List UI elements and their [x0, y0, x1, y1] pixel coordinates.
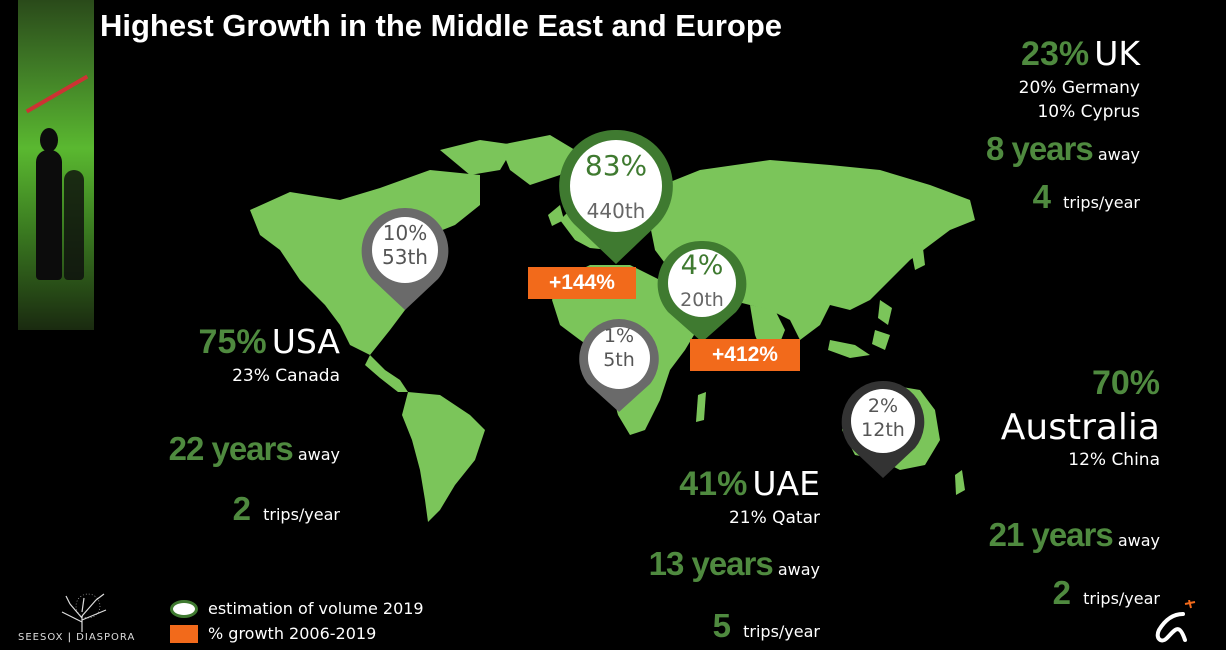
map-pin-icon	[579, 319, 659, 412]
legend-growth-icon	[170, 624, 198, 643]
uae-trips-label: trips/year	[743, 622, 820, 641]
usa-percent: 75%	[198, 323, 267, 361]
usa-pin-percent: 10%	[382, 221, 428, 245]
australia-percent: 70%	[1091, 364, 1160, 402]
legend-growth-label: % growth 2006-2019	[208, 624, 377, 643]
uae-name: UAE	[752, 464, 820, 503]
australia-trips: 2	[1052, 574, 1071, 611]
tree-icon	[61, 593, 107, 632]
uae-pin-percent: 4%	[680, 250, 724, 281]
australia-pin-percent: 2%	[867, 395, 899, 417]
uae-stats: 41% UAE 21% Qatar	[679, 464, 820, 528]
uk-pin-percent: 83%	[584, 149, 648, 182]
logo-left-text: SEESOX	[18, 632, 64, 643]
uk-map-pin: 83% 440th	[558, 128, 674, 268]
uk-years: 8 years	[985, 130, 1094, 167]
map-pin-icon	[361, 207, 449, 310]
alpha-logo-icon	[1145, 599, 1201, 646]
uk-away: away	[1097, 145, 1140, 164]
background-photo-strip	[18, 0, 94, 330]
legend-volume: estimation of volume 2019	[170, 599, 424, 618]
uae-map-pin: 4% 20th	[656, 238, 748, 348]
usa-years: 22 years	[168, 430, 294, 467]
uae-years: 13 years	[648, 545, 774, 582]
europe-growth-badge: +144%	[528, 267, 636, 299]
africa-map-pin: 1% 5th	[576, 316, 662, 416]
australia-trips-row: 2 trips/year	[1053, 574, 1160, 612]
usa-stats: 75% USA 23% Canada	[199, 322, 340, 386]
uk-secondary-1: 20% Germany	[1018, 78, 1140, 98]
uk-name: UK	[1094, 34, 1140, 73]
africa-pin-rank: 5th	[603, 349, 635, 371]
uk-trips-label: trips/year	[1063, 193, 1140, 212]
usa-map-pin: 10% 53th	[358, 204, 452, 314]
australia-name: Australia	[1000, 407, 1160, 448]
uk-percent: 23%	[1021, 35, 1090, 73]
usa-years-row: 22 years away	[169, 430, 340, 468]
uae-percent: 41%	[679, 465, 748, 503]
usa-pin-rank: 53th	[382, 245, 428, 269]
middle-east-growth-badge: +412%	[690, 339, 800, 371]
uk-secondary-2: 10% Cyprus	[1037, 102, 1140, 122]
map-pin-icon	[559, 129, 673, 264]
legend-growth: % growth 2006-2019	[170, 624, 376, 643]
map-pin-icon	[841, 380, 925, 478]
uae-trips: 5	[712, 607, 731, 644]
australia-map-pin: 2% 12th	[838, 378, 928, 482]
australia-trips-label: trips/year	[1083, 589, 1160, 608]
usa-secondary-1: 23% Canada	[232, 366, 340, 386]
uae-trips-row: 5 trips/year	[713, 607, 820, 645]
logo-right-text: DIASPORA	[76, 632, 136, 643]
uae-away: away	[777, 560, 820, 579]
uk-stats: 23% UK 20% Germany 10% Cyprus 8 years aw…	[986, 34, 1140, 216]
page-title: Highest Growth in the Middle East and Eu…	[100, 8, 783, 43]
usa-trips-row: 2 trips/year	[233, 490, 340, 528]
usa-trips-label: trips/year	[263, 505, 340, 524]
legend-volume-icon	[170, 599, 198, 618]
uae-pin-rank: 20th	[680, 289, 724, 311]
uae-secondary-1: 21% Qatar	[728, 508, 820, 528]
australia-years-row: 21 years away	[989, 516, 1160, 554]
map-pin-icon	[657, 240, 747, 342]
usa-trips: 2	[232, 490, 251, 527]
australia-pin-rank: 12th	[861, 419, 905, 441]
legend-volume-label: estimation of volume 2019	[208, 599, 424, 618]
usa-name: USA	[271, 322, 340, 361]
australia-years: 21 years	[988, 516, 1114, 553]
uae-years-row: 13 years away	[649, 545, 820, 583]
usa-away: away	[297, 445, 340, 464]
australia-stats: 70% Australia 12% China	[1001, 364, 1160, 470]
uk-pin-rank: 440th	[586, 199, 646, 223]
uk-trips: 4	[1032, 178, 1051, 215]
seesox-logo: SEESOX | DIASPORA	[18, 592, 148, 648]
australia-away: away	[1117, 531, 1160, 550]
australia-secondary-1: 12% China	[1068, 450, 1160, 470]
africa-pin-percent: 1%	[603, 325, 635, 347]
